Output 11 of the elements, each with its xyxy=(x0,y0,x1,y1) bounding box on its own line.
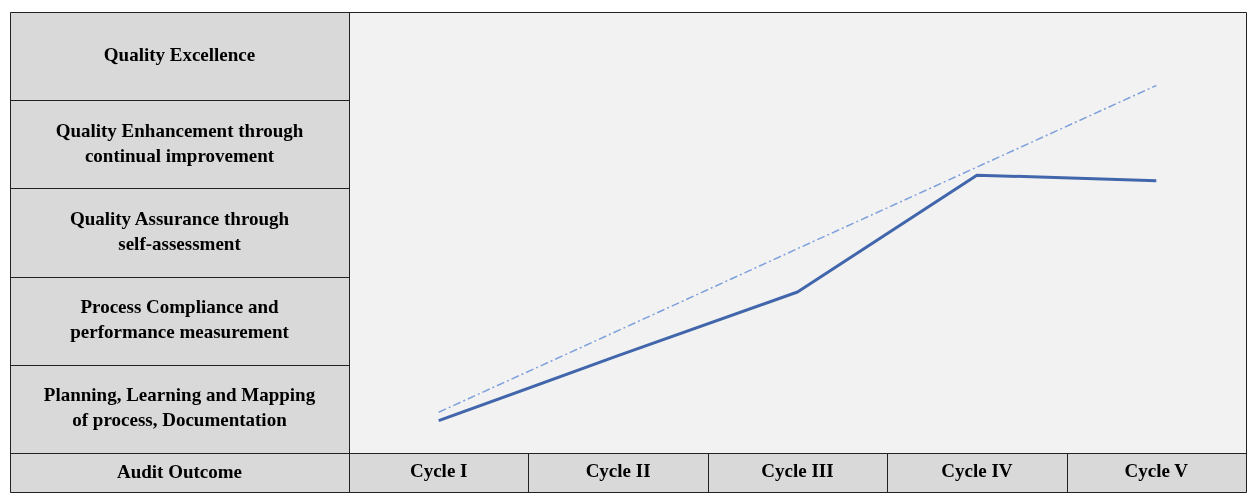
text: Audit Outcome xyxy=(116,460,243,482)
category-label: Planning, Learning and Mapping of process, Documentation xyxy=(43,384,316,431)
x-tick-label: Cycle V xyxy=(1124,460,1189,482)
category-label: Quality Enhancement through continual improvement xyxy=(55,119,304,166)
x-tick-label: Cycle II xyxy=(585,460,651,482)
category-label: Quality Excellence xyxy=(103,44,256,66)
x-tick-label: Cycle I xyxy=(409,460,468,482)
category-label: Process Compliance and performance measurement xyxy=(70,296,289,343)
x-tick-label: Cycle III xyxy=(761,460,834,482)
category-label: Quality Assurance through self-assessment xyxy=(69,207,290,254)
x-tick-label: Cycle IV xyxy=(941,460,1013,482)
